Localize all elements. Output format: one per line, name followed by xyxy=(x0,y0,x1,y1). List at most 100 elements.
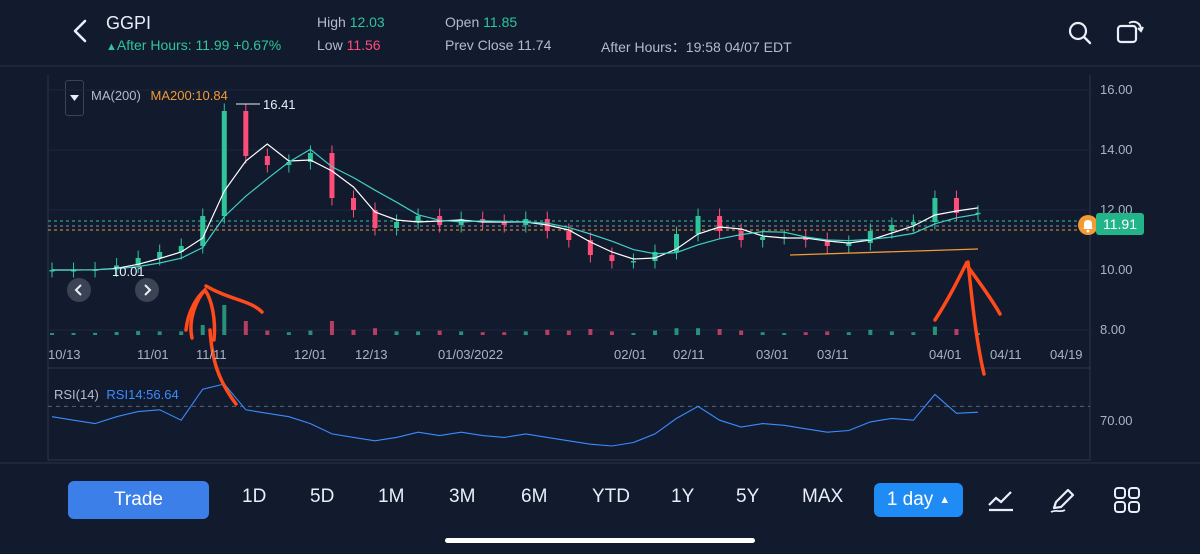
candle-body xyxy=(587,240,593,255)
rsi-value: RSI14:56.64 xyxy=(106,387,179,402)
volume-bar xyxy=(437,330,442,335)
after-hours-quote: ▲After Hours: 11.99 +0.67% xyxy=(106,37,281,53)
caret-down-icon xyxy=(70,95,79,101)
chevron-left-icon xyxy=(74,284,82,296)
open-value: 11.85 xyxy=(483,14,518,30)
range-tab-6m[interactable]: 6M xyxy=(521,486,548,507)
chevron-right-icon xyxy=(144,284,152,296)
x-tick-label: 11/01 xyxy=(137,347,169,362)
indicator-dropdown[interactable] xyxy=(65,80,84,116)
search-button[interactable] xyxy=(1066,19,1094,47)
x-tick-label: 03/11 xyxy=(817,347,849,362)
prev-close-value: 11.74 xyxy=(517,37,552,53)
more-grid-button[interactable] xyxy=(1113,486,1141,514)
candle-body xyxy=(824,240,830,246)
x-tick-label: 04/19 xyxy=(1050,347,1083,362)
pencil-icon xyxy=(1050,488,1075,513)
range-tab-3m[interactable]: 3M xyxy=(449,486,476,507)
volume-bar xyxy=(136,331,141,335)
scroll-right-button[interactable] xyxy=(135,278,159,302)
draw-tool-button[interactable] xyxy=(1048,485,1078,515)
candle-body xyxy=(846,243,852,246)
candle-body xyxy=(910,222,916,225)
volume-bar xyxy=(889,331,894,335)
x-tick-label: 12/01 xyxy=(294,347,327,362)
volume-bar xyxy=(803,332,808,335)
volume-bar xyxy=(739,330,744,335)
low-stat: Low 11.56 xyxy=(317,37,381,53)
candle-body xyxy=(307,153,313,162)
back-button[interactable] xyxy=(70,18,92,44)
range-tab-max[interactable]: MAX xyxy=(802,486,844,507)
rsi-level-label: 70.00 xyxy=(1100,413,1133,428)
scroll-left-button[interactable] xyxy=(67,278,91,302)
caret-up-icon: ▲ xyxy=(939,494,951,506)
volume-bar xyxy=(566,330,571,335)
range-tab-5d[interactable]: 5D xyxy=(310,486,335,507)
low-value: 11.56 xyxy=(346,37,381,53)
candle-body xyxy=(609,255,615,261)
range-tab-5y[interactable]: 5Y xyxy=(736,486,760,507)
candle-body xyxy=(178,246,184,252)
x-tick-label: 10/13 xyxy=(48,347,81,362)
candle-body xyxy=(114,265,120,270)
prev-close-stat: Prev Close 11.74 xyxy=(445,37,551,53)
volume-bar xyxy=(416,331,421,335)
range-tab-1y[interactable]: 1Y xyxy=(671,486,695,507)
x-tick-label: 02/01 xyxy=(614,347,647,362)
candle-body xyxy=(243,111,249,156)
y-tick-label: 8.00 xyxy=(1100,322,1126,337)
annotation-arrowhead-right xyxy=(933,260,1002,322)
volume-bar xyxy=(825,331,830,335)
candle-body xyxy=(71,270,77,272)
candle-body xyxy=(286,162,292,165)
volume-bar xyxy=(50,333,54,335)
x-tick-label: 11/11 xyxy=(196,347,227,362)
ma-value: MA200:10.84 xyxy=(150,88,228,103)
volume-bar xyxy=(932,326,937,335)
bell-icon xyxy=(1083,220,1093,233)
x-tick-label: 01/03/2022 xyxy=(438,347,504,362)
candle-body xyxy=(200,216,206,246)
support-trendline xyxy=(789,248,979,256)
candle-body xyxy=(738,231,744,240)
x-tick-label: 03/01 xyxy=(756,347,789,362)
candle-body xyxy=(415,216,421,222)
candle-body xyxy=(975,212,981,215)
high-label: High xyxy=(317,14,346,30)
candle-body xyxy=(372,210,378,228)
price-alert-button[interactable] xyxy=(1078,215,1098,235)
candle-body xyxy=(350,198,356,210)
interval-dropdown[interactable]: 1 day ▲ xyxy=(874,483,963,517)
volume-bar xyxy=(588,329,593,335)
candle-body xyxy=(566,231,572,240)
candle-body xyxy=(501,222,507,225)
range-tab-1m[interactable]: 1M xyxy=(378,486,405,507)
volume-bar xyxy=(911,332,916,335)
volume-bar xyxy=(351,329,356,335)
volume-bar xyxy=(459,331,464,335)
trade-button[interactable]: Trade xyxy=(68,481,209,519)
rsi-label: RSI(14) xyxy=(54,387,99,402)
volume-bar xyxy=(631,333,636,335)
open-label: Open xyxy=(445,14,480,30)
rotate-screen-button[interactable] xyxy=(1115,17,1145,47)
annotation-arrow-left-tail xyxy=(208,328,238,406)
chart-type-button[interactable] xyxy=(986,486,1016,514)
volume-bar xyxy=(373,328,378,335)
ma-long-line xyxy=(52,148,979,271)
interval-label: 1 day xyxy=(886,489,934,510)
ma-legend: MA(200) MA200:10.84 xyxy=(91,88,228,103)
candle-body xyxy=(652,252,658,261)
x-tick-label: 12/13 xyxy=(355,347,388,362)
x-tick-label: 04/01 xyxy=(929,347,962,362)
high-stat: High 12.03 xyxy=(317,14,385,30)
candle-body xyxy=(867,231,873,243)
range-tab-ytd[interactable]: YTD xyxy=(592,486,630,507)
candle-body xyxy=(953,198,959,213)
candle-body xyxy=(135,258,141,266)
range-tab-1d[interactable]: 1D xyxy=(242,486,267,507)
low-label: Low xyxy=(317,37,343,53)
up-arrow-icon: ▲ xyxy=(106,41,117,53)
